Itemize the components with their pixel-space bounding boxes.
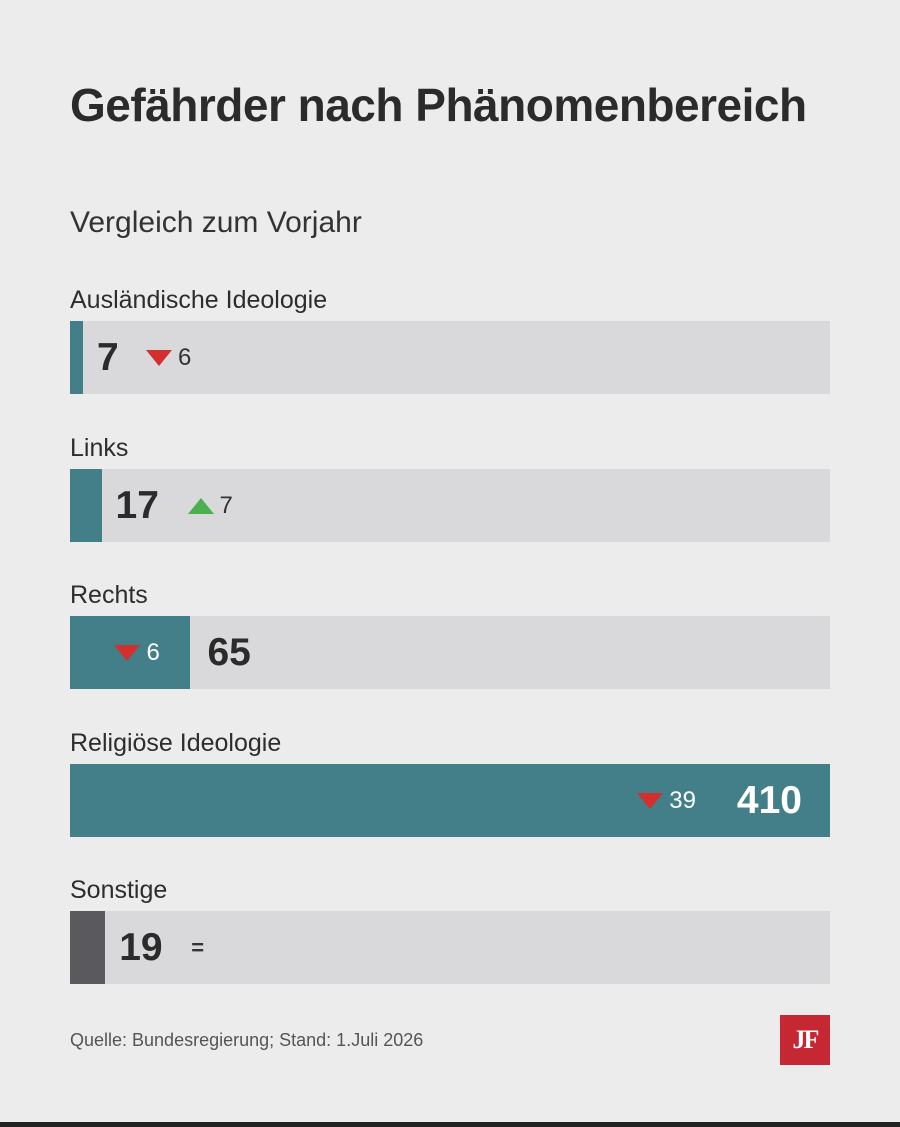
chart-title: Gefährder nach Phänomenbereich — [70, 79, 807, 131]
change-indicator: 6 — [146, 321, 191, 394]
value-label: 410 — [736, 779, 802, 822]
bar — [70, 911, 106, 984]
value-label: 19 — [119, 926, 163, 969]
value-label: 17 — [115, 484, 159, 527]
bar-label: Sonstige — [70, 876, 168, 904]
change-indicator: 6 — [114, 616, 160, 689]
bar — [70, 321, 83, 394]
jf-logo: JF — [780, 1015, 830, 1065]
triangle-down-icon — [114, 644, 141, 661]
bar-track: 6 65 — [70, 616, 830, 689]
bar-track: 410 39 — [70, 764, 830, 837]
change-amount: 7 — [219, 492, 233, 519]
triangle-down-icon — [146, 349, 172, 366]
chart-subtitle: Vergleich zum Vorjahr — [70, 206, 362, 239]
bar-track: 19 = — [70, 911, 830, 984]
triangle-up-icon — [187, 497, 214, 514]
triangle-down-icon — [637, 792, 664, 809]
value-label: 7 — [97, 336, 119, 379]
bar-track: 17 7 — [70, 469, 830, 542]
bar-label: Ausländische Ideologie — [70, 286, 328, 314]
change-indicator: = — [191, 911, 204, 984]
bar — [70, 764, 830, 837]
bar-label: Links — [70, 434, 129, 462]
bar-label: Rechts — [70, 581, 148, 609]
change-indicator: 39 — [637, 764, 696, 837]
bottom-divider — [0, 1122, 900, 1127]
change-amount: 6 — [178, 344, 192, 371]
value-label: 65 — [207, 631, 251, 674]
change-amount: 6 — [146, 639, 160, 666]
change-indicator: 7 — [187, 469, 233, 542]
change-amount: 39 — [669, 787, 696, 814]
equal-icon: = — [191, 935, 205, 960]
bar — [70, 469, 102, 542]
bar-label: Religiöse Ideologie — [70, 729, 282, 757]
source-note: Quelle: Bundesregierung; Stand: 1.Juli 2… — [70, 1030, 424, 1050]
